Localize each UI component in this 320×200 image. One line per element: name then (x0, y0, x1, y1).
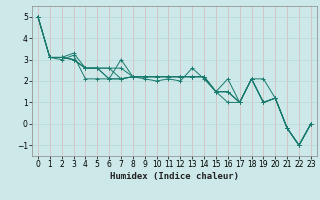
X-axis label: Humidex (Indice chaleur): Humidex (Indice chaleur) (110, 172, 239, 181)
